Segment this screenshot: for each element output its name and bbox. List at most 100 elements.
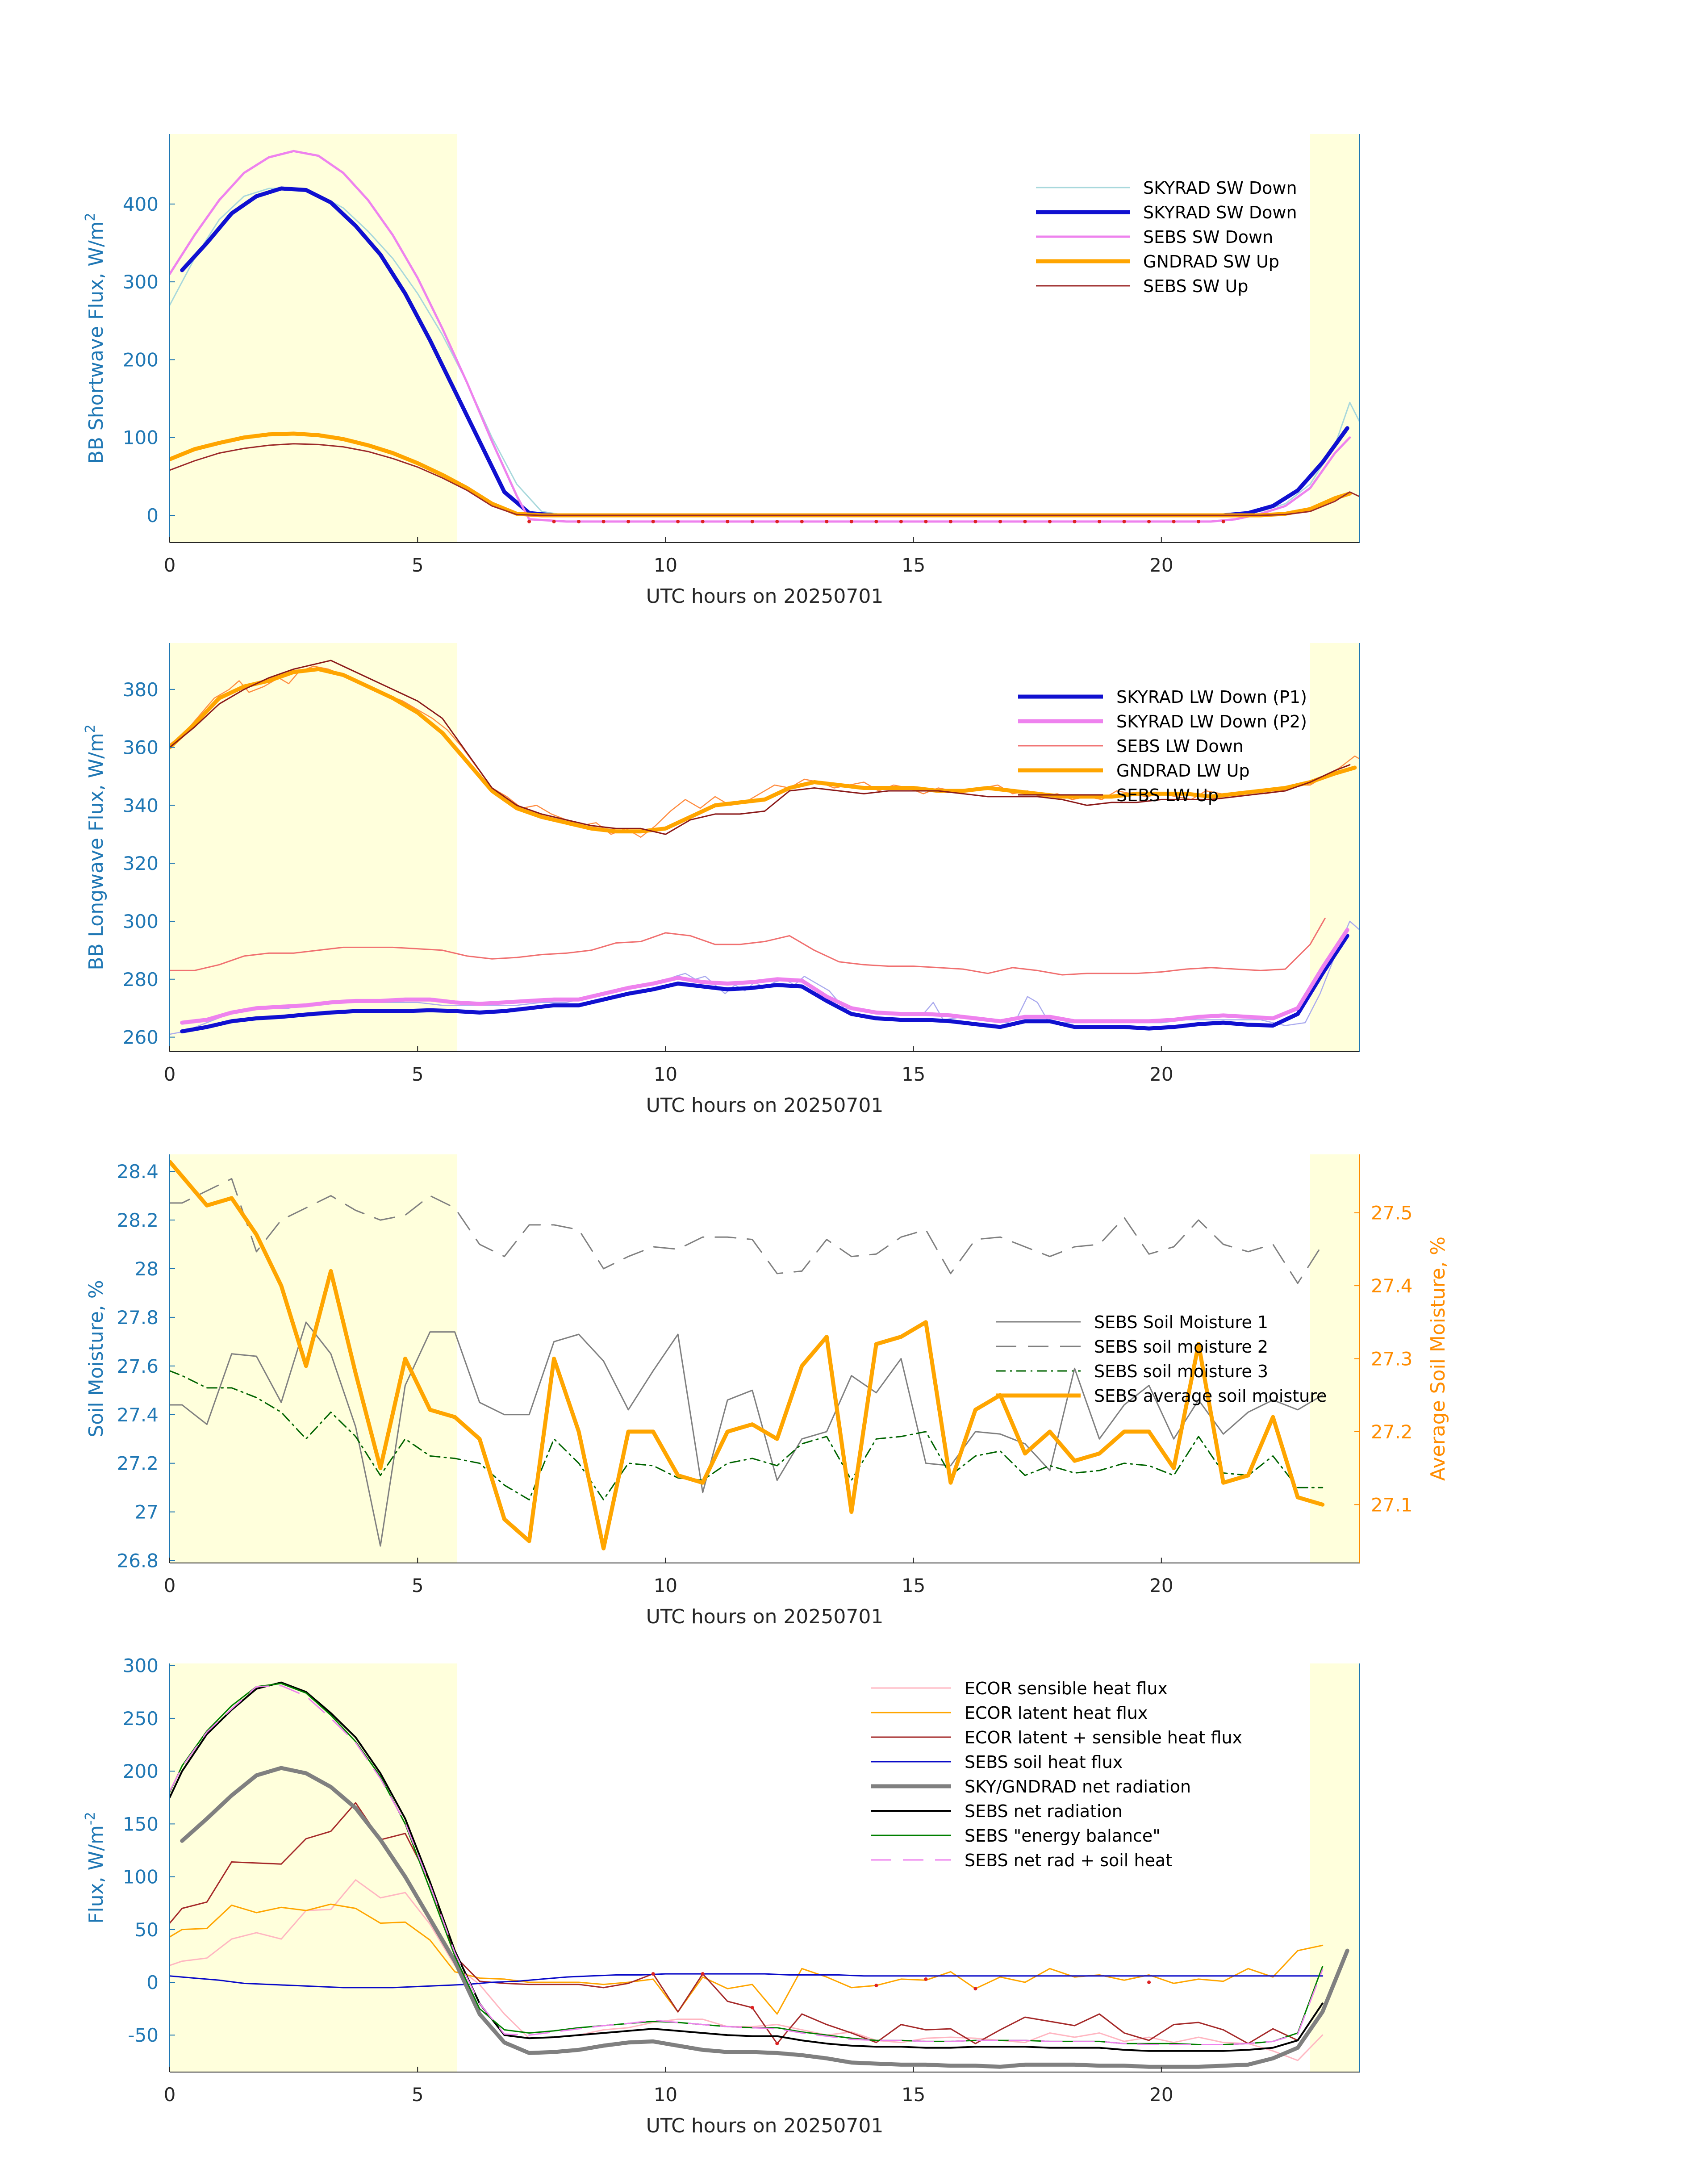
series-line-3 — [170, 1159, 1325, 1550]
data-marker — [676, 519, 680, 523]
legend-label: SKYRAD SW Down — [1143, 203, 1297, 222]
legend-label: SEBS soil moisture 3 — [1094, 1362, 1268, 1381]
x-axis-label: UTC hours on 20250701 — [646, 2114, 884, 2137]
legend-label: SEBS LW Up — [1116, 786, 1219, 805]
shaded-region — [170, 1154, 458, 1563]
y2-axis-label: Average Soil Moisture, % — [1427, 1237, 1449, 1481]
y-tick-label: 28.4 — [117, 1161, 159, 1183]
legend-label: GNDRAD LW Up — [1116, 761, 1250, 781]
data-marker — [1048, 519, 1052, 523]
series-line-1 — [180, 928, 1349, 1025]
data-marker — [800, 519, 804, 523]
x-tick-label: 5 — [412, 1063, 424, 1085]
data-marker — [1221, 519, 1225, 523]
series-line-7 — [170, 1685, 1324, 2045]
data-marker — [775, 519, 779, 523]
data-marker — [726, 519, 730, 523]
y-tick-label: -50 — [128, 2024, 159, 2046]
data-marker — [948, 519, 952, 523]
series-line-5 — [170, 1681, 1324, 2052]
y2-tick-label: 27.2 — [1371, 1421, 1413, 1443]
legend-label: SEBS soil moisture 2 — [1094, 1337, 1268, 1357]
legend-label: SEBS "energy balance" — [965, 1826, 1161, 1846]
plot-area — [170, 1681, 1349, 2069]
legend-label: SEBS average soil moisture — [1094, 1386, 1327, 1406]
x-tick-label: 5 — [412, 2084, 424, 2106]
series-line-4 — [170, 660, 1351, 835]
legend-label: SKY/GNDRAD net radiation — [965, 1777, 1191, 1797]
x-tick-label: 10 — [654, 1063, 677, 1085]
x-tick-label: 20 — [1149, 2084, 1173, 2106]
y-tick-label: 27.4 — [117, 1404, 159, 1426]
y-tick-label: 340 — [123, 794, 159, 816]
data-marker — [825, 519, 829, 523]
data-marker — [849, 519, 853, 523]
y-tick-label: 100 — [123, 427, 159, 449]
y-tick-label: 200 — [123, 1760, 159, 1782]
y-tick-label: 360 — [123, 737, 159, 759]
data-marker — [1073, 519, 1077, 523]
y-tick-label: 27.8 — [117, 1307, 159, 1329]
x-tick-label: 10 — [654, 554, 677, 576]
x-tick-label: 15 — [902, 1575, 925, 1596]
data-marker — [601, 519, 606, 523]
data-marker — [775, 2042, 779, 2046]
legend-label: SEBS soil heat flux — [965, 1752, 1123, 1772]
legend: SKYRAD LW Down (P1) SKYRAD LW Down (P2) SE… — [1018, 687, 1307, 805]
legend: ECOR sensible heat flux ECOR latent heat … — [871, 1679, 1242, 1870]
series-line-0 — [180, 933, 1349, 1034]
y-tick-label: 0 — [146, 1972, 159, 1993]
data-marker — [1147, 519, 1151, 523]
data-marker — [527, 519, 531, 523]
y2-tick-label: 27.3 — [1371, 1348, 1413, 1370]
data-marker — [973, 519, 977, 523]
data-marker — [998, 519, 1002, 523]
series-line-2 — [170, 1370, 1324, 1500]
legend-label: SKYRAD LW Down (P1) — [1116, 687, 1307, 707]
data-marker — [1098, 519, 1102, 523]
chart-panel-lw: 0 5 10 15 20 260 280 300 320 340 360 380 UTC hours o… — [83, 643, 1360, 1117]
data-marker — [651, 1972, 655, 1976]
y-tick-label: 250 — [123, 1708, 159, 1730]
y-tick-label: 28 — [135, 1258, 159, 1280]
data-marker — [924, 1977, 928, 1981]
y-axis-label: Flux, W/m-2 — [83, 1812, 108, 1924]
series-line-4 — [180, 1766, 1349, 2069]
data-marker — [1122, 519, 1126, 523]
x-tick-label: 10 — [654, 1575, 677, 1596]
y-tick-label: 320 — [123, 852, 159, 874]
series-line-3 — [170, 1973, 1324, 1989]
series-line-1 — [170, 1178, 1324, 1284]
y-tick-label: 100 — [123, 1866, 159, 1888]
y2-tick-label: 27.4 — [1371, 1275, 1413, 1297]
shaded-region — [170, 643, 458, 1052]
data-marker — [973, 1987, 977, 1991]
series-line-3 — [170, 667, 1357, 834]
series-line-1 — [170, 1903, 1324, 2015]
shaded-region — [1310, 134, 1360, 543]
data-marker — [651, 519, 655, 523]
x-tick-label: 20 — [1149, 1063, 1173, 1085]
series-line-2 — [170, 150, 1351, 523]
x-axis-label: UTC hours on 20250701 — [646, 585, 884, 608]
legend-label: GNDRAD SW Up — [1143, 252, 1279, 272]
y-tick-label: 27.2 — [117, 1453, 159, 1475]
y-tick-label: 300 — [123, 271, 159, 293]
legend-label: SEBS LW Down — [1116, 736, 1244, 756]
legend-label: ECOR latent heat flux — [965, 1703, 1148, 1723]
data-marker — [1172, 519, 1176, 523]
x-tick-label: 20 — [1149, 1575, 1173, 1596]
x-axis-label: UTC hours on 20250701 — [646, 1605, 884, 1628]
data-marker — [577, 519, 581, 523]
y-axis-label: Soil Moisture, % — [85, 1280, 108, 1437]
legend-label: SEBS Soil Moisture 1 — [1094, 1312, 1268, 1332]
x-tick-label: 15 — [902, 554, 925, 576]
y-tick-label: 380 — [123, 679, 159, 701]
y2-tick-label: 27.5 — [1371, 1202, 1413, 1224]
series-line-2 — [170, 1802, 1324, 2044]
legend: SEBS Soil Moisture 1 SEBS soil moisture 2… — [996, 1312, 1327, 1406]
data-marker — [874, 1984, 878, 1988]
chart-panel-soil: 0 5 10 15 20 26.8 27 27.2 27.4 27.6 27.8 28 28.2 28.4… — [85, 1154, 1449, 1628]
legend-label: SEBS SW Up — [1143, 276, 1248, 296]
